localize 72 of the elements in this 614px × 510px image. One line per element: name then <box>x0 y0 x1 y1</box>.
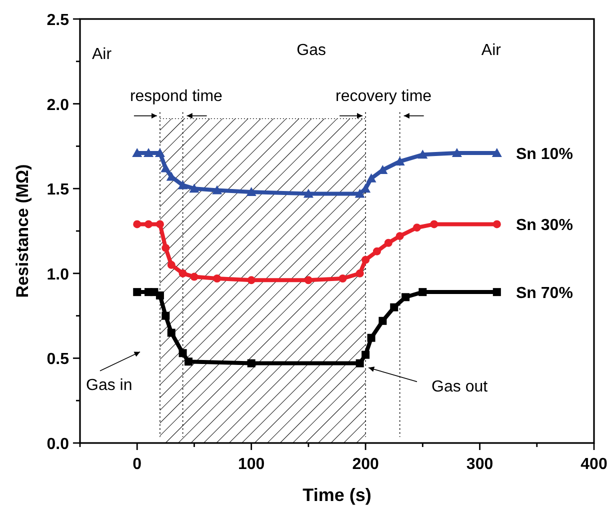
point <box>162 244 170 252</box>
point <box>154 148 165 157</box>
ref-line-label: respond time <box>130 88 223 105</box>
annotation: Air <box>92 46 112 63</box>
point <box>213 274 222 282</box>
point <box>156 220 164 228</box>
point <box>367 334 376 342</box>
point <box>144 220 153 228</box>
point <box>402 293 410 302</box>
point <box>430 220 438 228</box>
point <box>356 359 364 368</box>
y-tick-label: 1.0 <box>46 266 70 284</box>
annotation: Gas <box>296 42 326 59</box>
point <box>133 288 142 296</box>
point <box>247 276 256 284</box>
x-axis-title: Time (s) <box>302 485 372 505</box>
point <box>160 163 171 172</box>
point <box>132 148 142 157</box>
point <box>212 185 222 194</box>
point <box>144 148 154 157</box>
y-tick-label: 0.0 <box>46 436 70 453</box>
point <box>246 186 256 196</box>
point <box>184 358 193 366</box>
x-tick-label: 200 <box>352 456 379 473</box>
point <box>178 349 187 358</box>
point <box>338 274 347 282</box>
point <box>384 238 392 247</box>
point <box>394 156 405 166</box>
point <box>452 148 462 157</box>
point <box>162 312 170 320</box>
point <box>133 220 142 228</box>
point <box>356 269 364 278</box>
point <box>390 303 398 312</box>
point <box>354 188 365 198</box>
annotation: Gas in <box>86 377 132 394</box>
point <box>247 359 256 368</box>
x-tick-label: 400 <box>580 456 608 473</box>
point <box>167 260 176 269</box>
point <box>178 269 187 278</box>
point <box>492 220 501 228</box>
point <box>492 148 502 157</box>
annotation: Gas out <box>432 378 488 396</box>
point <box>167 328 176 337</box>
x-tick-label: 0 <box>132 456 142 473</box>
point <box>178 180 188 190</box>
point <box>372 247 381 256</box>
point <box>303 188 314 198</box>
y-tick-label: 0.5 <box>46 351 70 368</box>
point <box>412 224 421 232</box>
y-tick-label: 1.5 <box>46 182 70 199</box>
point <box>418 288 427 296</box>
series-label: Sn 30% <box>516 217 573 234</box>
point <box>156 291 164 300</box>
point <box>362 350 370 359</box>
y-tick-label: 2.0 <box>46 96 70 114</box>
point <box>362 256 370 264</box>
y-tick-label: 2.5 <box>46 12 70 29</box>
series-label: Sn 10% <box>516 146 573 163</box>
point <box>418 150 428 159</box>
point <box>396 232 404 240</box>
annotation: Air <box>481 42 502 59</box>
x-tick-label: 100 <box>238 456 265 473</box>
point <box>366 173 376 182</box>
point <box>492 288 501 296</box>
point <box>378 316 387 325</box>
x-tick-label: 300 <box>466 456 494 473</box>
ref-line-label: recovery time <box>336 88 432 105</box>
point <box>304 276 312 284</box>
series-label: Sn 70% <box>516 285 573 302</box>
point <box>189 184 200 193</box>
y-axis-title: Resistance (MΩ) <box>13 164 32 298</box>
point <box>190 272 198 281</box>
